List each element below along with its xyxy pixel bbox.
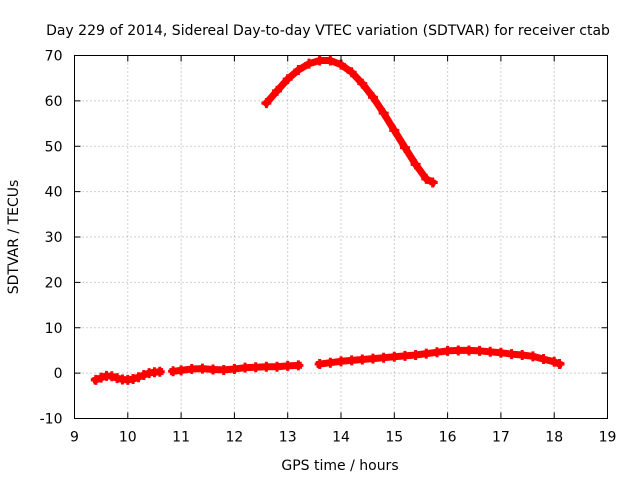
data-point — [208, 364, 219, 375]
data-point — [138, 369, 149, 380]
y-axis-label: SDTVAR / TECUs — [6, 180, 22, 295]
data-point — [506, 349, 517, 360]
y-tick-label: 20 — [45, 275, 63, 291]
data-point — [410, 159, 421, 170]
data-point — [314, 55, 325, 66]
data-point — [357, 354, 368, 365]
data-point — [250, 362, 261, 373]
data-point — [346, 355, 357, 366]
data-point — [410, 349, 421, 360]
x-tick-label: 19 — [599, 430, 617, 446]
x-tick-label: 14 — [332, 430, 350, 446]
ticks: 9 10 11 12 13 14 15 16 17 18 19 -10 0 10 20 30 40 50 60 70 — [40, 49, 617, 446]
data-point — [176, 365, 187, 376]
data-point — [261, 361, 272, 372]
data-point — [431, 347, 442, 358]
data-point — [421, 173, 432, 184]
data-point — [346, 67, 357, 78]
data-point — [90, 374, 101, 385]
data-point — [282, 360, 293, 371]
data-point — [474, 345, 485, 356]
y-tick-label: 60 — [45, 94, 63, 110]
y-tick-label: -10 — [40, 412, 63, 428]
data-point — [367, 92, 378, 103]
data-point — [367, 353, 378, 364]
x-tick-label: 18 — [545, 430, 563, 446]
data-point — [336, 356, 346, 367]
y-tick-label: 50 — [45, 139, 63, 155]
data-point — [427, 177, 438, 188]
x-tick-label: 12 — [225, 430, 243, 446]
data-point — [399, 350, 410, 361]
data-point — [272, 85, 283, 96]
x-tick-label: 9 — [70, 430, 79, 446]
data-point — [389, 351, 400, 362]
chart-title: Day 229 of 2014, Sidereal Day-to-day VTE… — [46, 23, 610, 39]
y-tick-label: 0 — [54, 366, 63, 382]
data-point — [106, 371, 117, 382]
data-point — [421, 348, 432, 359]
data-point — [293, 65, 304, 76]
data-point — [128, 374, 139, 385]
x-axis-label: GPS time / hours — [281, 458, 398, 474]
data-point — [527, 351, 538, 362]
y-tick-label: 30 — [45, 230, 63, 246]
data-point — [389, 125, 400, 136]
data-point — [538, 354, 549, 365]
data-point — [554, 359, 565, 370]
data-point — [304, 58, 315, 69]
data-point — [442, 345, 453, 356]
data-point — [261, 98, 272, 109]
data-point — [453, 345, 464, 356]
x-tick-label: 17 — [492, 430, 510, 446]
data-point — [314, 359, 325, 370]
x-tick-label: 11 — [172, 430, 190, 446]
data-point — [293, 360, 304, 371]
data-point — [154, 366, 165, 377]
data-point — [325, 357, 336, 368]
x-tick-label: 10 — [119, 430, 137, 446]
data-point — [325, 55, 336, 66]
y-tick-label: 70 — [45, 49, 63, 65]
y-tick-label: 10 — [45, 321, 63, 337]
y-tick-label: 40 — [45, 185, 63, 201]
data-point — [186, 364, 197, 375]
data-point — [229, 364, 240, 375]
data-point — [218, 364, 229, 375]
data-point — [357, 78, 368, 89]
data-point — [378, 108, 389, 119]
x-tick-label: 16 — [439, 430, 457, 446]
data-point — [197, 363, 208, 374]
data-point — [96, 372, 107, 383]
data-point — [549, 356, 560, 367]
x-tick-label: 15 — [385, 430, 403, 446]
data-point — [378, 352, 389, 363]
data-point — [133, 372, 144, 383]
data-point — [495, 347, 506, 358]
data-point — [463, 345, 474, 356]
x-tick-label: 13 — [279, 430, 297, 446]
series-layer — [90, 55, 565, 385]
data-point — [485, 346, 496, 357]
data-point — [399, 142, 410, 153]
data-point — [282, 74, 293, 85]
data-point — [517, 349, 528, 360]
data-point — [240, 362, 251, 373]
data-point — [272, 361, 283, 372]
